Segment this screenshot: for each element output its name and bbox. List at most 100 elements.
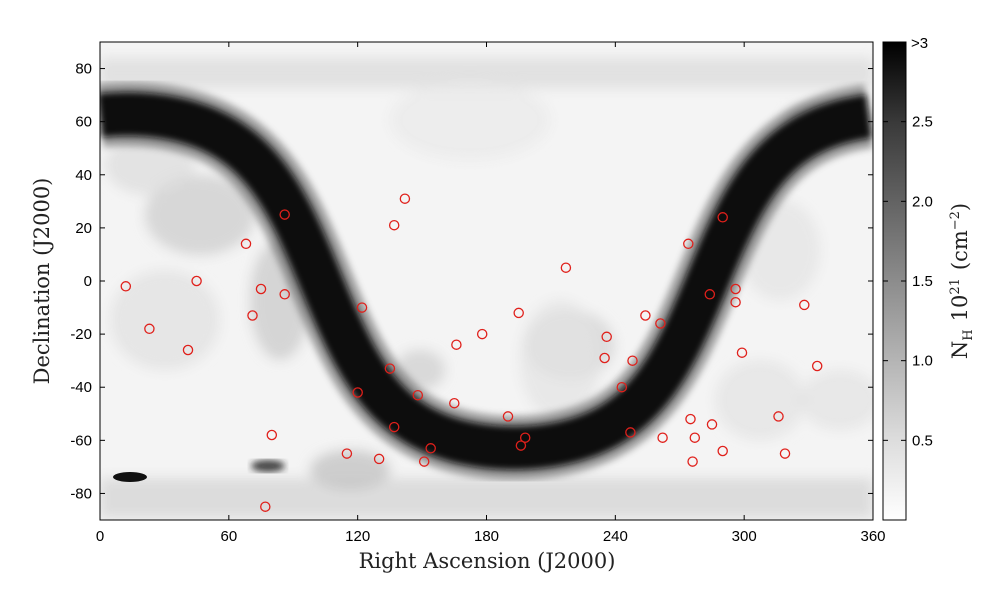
y-tick-label: -80 xyxy=(70,485,92,502)
colorbar-title-power-exp: 21 xyxy=(948,278,963,295)
colorbar-title-unit-open: (cm xyxy=(948,230,972,270)
colorbar-title-power-base: 10 xyxy=(948,295,972,322)
source-marker xyxy=(356,302,368,313)
polar-haze-south xyxy=(100,478,873,518)
source-marker xyxy=(627,355,638,366)
source-marker xyxy=(418,456,430,467)
source-marker xyxy=(341,448,353,459)
source-marker xyxy=(384,363,396,374)
x-tick-label: 120 xyxy=(345,528,370,545)
source-marker xyxy=(811,360,823,372)
y-tick-label: -40 xyxy=(70,379,92,396)
source-marker xyxy=(399,193,411,204)
source-marker xyxy=(687,456,698,467)
source-marker xyxy=(266,429,278,441)
source-marker xyxy=(388,421,400,433)
source-marker xyxy=(502,411,514,422)
x-tick-label: 300 xyxy=(732,528,757,545)
y-tick-label: 20 xyxy=(75,220,92,237)
colorbar-ticks: 0.5 1.0 1.5 2.0 2.5 xyxy=(883,114,933,449)
x-tick-label: 180 xyxy=(474,528,499,545)
colorbar-tick-label: 0.5 xyxy=(912,432,933,449)
source-marker xyxy=(449,397,460,409)
source-markers xyxy=(120,193,823,512)
y-tick-label: 60 xyxy=(75,114,92,131)
source-marker xyxy=(191,275,202,287)
source-marker xyxy=(773,411,784,422)
source-marker xyxy=(515,440,527,451)
colorbar-top-label: >3 xyxy=(911,35,928,52)
source-marker xyxy=(657,432,668,443)
source-marker xyxy=(625,427,636,438)
cloud-region xyxy=(390,80,550,160)
source-marker xyxy=(560,262,572,273)
cloud-region xyxy=(715,360,805,440)
colorbar-tick-label: 2.0 xyxy=(912,193,933,210)
source-marker xyxy=(279,289,290,300)
colorbar-title-unit-close: ) xyxy=(948,203,972,211)
source-marker xyxy=(451,339,462,350)
source-marker xyxy=(706,419,718,430)
source-marker xyxy=(412,389,424,401)
source-marker xyxy=(730,283,741,295)
source-marker xyxy=(373,453,385,465)
source-marker xyxy=(388,219,400,231)
x-tick-label: 0 xyxy=(96,528,104,545)
colorbar-tick-label: 2.5 xyxy=(912,114,933,131)
y-tick-label: 80 xyxy=(75,61,92,78)
colorbar-title-unit-exp: −2 xyxy=(948,211,963,230)
cloud-region xyxy=(520,300,600,420)
source-marker xyxy=(683,238,694,250)
cloud-region xyxy=(310,450,390,490)
x-axis: 0 60 120 180 240 300 360 xyxy=(96,42,886,545)
source-marker xyxy=(120,281,132,292)
colorbar: 0.5 1.0 1.5 2.0 2.5 >3 NH 1021 (cm−2) xyxy=(882,35,976,521)
colorbar-title-sub: H xyxy=(961,329,976,340)
source-marker xyxy=(352,387,363,398)
source-marker xyxy=(655,318,666,329)
colorbar-tick-label: 1.0 xyxy=(912,353,933,370)
dark-cloud xyxy=(251,460,285,472)
y-tick-label: 40 xyxy=(75,167,92,184)
source-marker xyxy=(717,212,728,223)
source-marker xyxy=(599,352,610,364)
y-axis-title: Declination (J2000) xyxy=(30,178,54,385)
cloud-region xyxy=(145,175,255,255)
x-tick-label: 360 xyxy=(860,528,885,545)
source-marker xyxy=(689,432,701,443)
source-marker xyxy=(240,238,252,250)
source-marker xyxy=(519,432,531,443)
x-axis-title: Right Ascension (J2000) xyxy=(359,549,616,573)
heatmap-clouds xyxy=(100,58,873,518)
source-marker xyxy=(717,445,728,457)
source-marker xyxy=(779,448,791,459)
source-marker xyxy=(513,307,524,319)
source-marker xyxy=(425,443,436,454)
source-marker xyxy=(730,296,741,308)
nh-heatmap xyxy=(100,42,873,520)
x-tick-label: 60 xyxy=(220,528,237,545)
source-marker xyxy=(255,283,267,295)
galactic-plane-band xyxy=(100,91,872,471)
source-marker xyxy=(736,347,748,358)
source-marker xyxy=(476,328,488,340)
cloud-region xyxy=(800,370,873,430)
x-tick-label: 240 xyxy=(603,528,628,545)
source-marker xyxy=(182,344,194,356)
source-marker xyxy=(279,209,290,220)
colorbar-title: NH 1021 (cm−2) xyxy=(948,203,976,359)
dark-cloud xyxy=(113,472,147,482)
source-marker xyxy=(685,413,696,425)
y-axis: -80 -60 -40 -20 0 20 40 60 80 xyxy=(70,61,873,502)
cloud-region xyxy=(110,270,220,370)
y-tick-label: -60 xyxy=(70,432,92,449)
source-marker xyxy=(640,310,651,321)
source-marker xyxy=(247,310,258,321)
colorbar-title-main: N xyxy=(948,341,972,359)
colorbar-tick-label: 1.5 xyxy=(912,273,933,290)
source-marker xyxy=(601,331,612,343)
y-tick-label: -20 xyxy=(70,326,92,343)
source-marker xyxy=(704,289,716,300)
source-marker xyxy=(799,299,810,311)
